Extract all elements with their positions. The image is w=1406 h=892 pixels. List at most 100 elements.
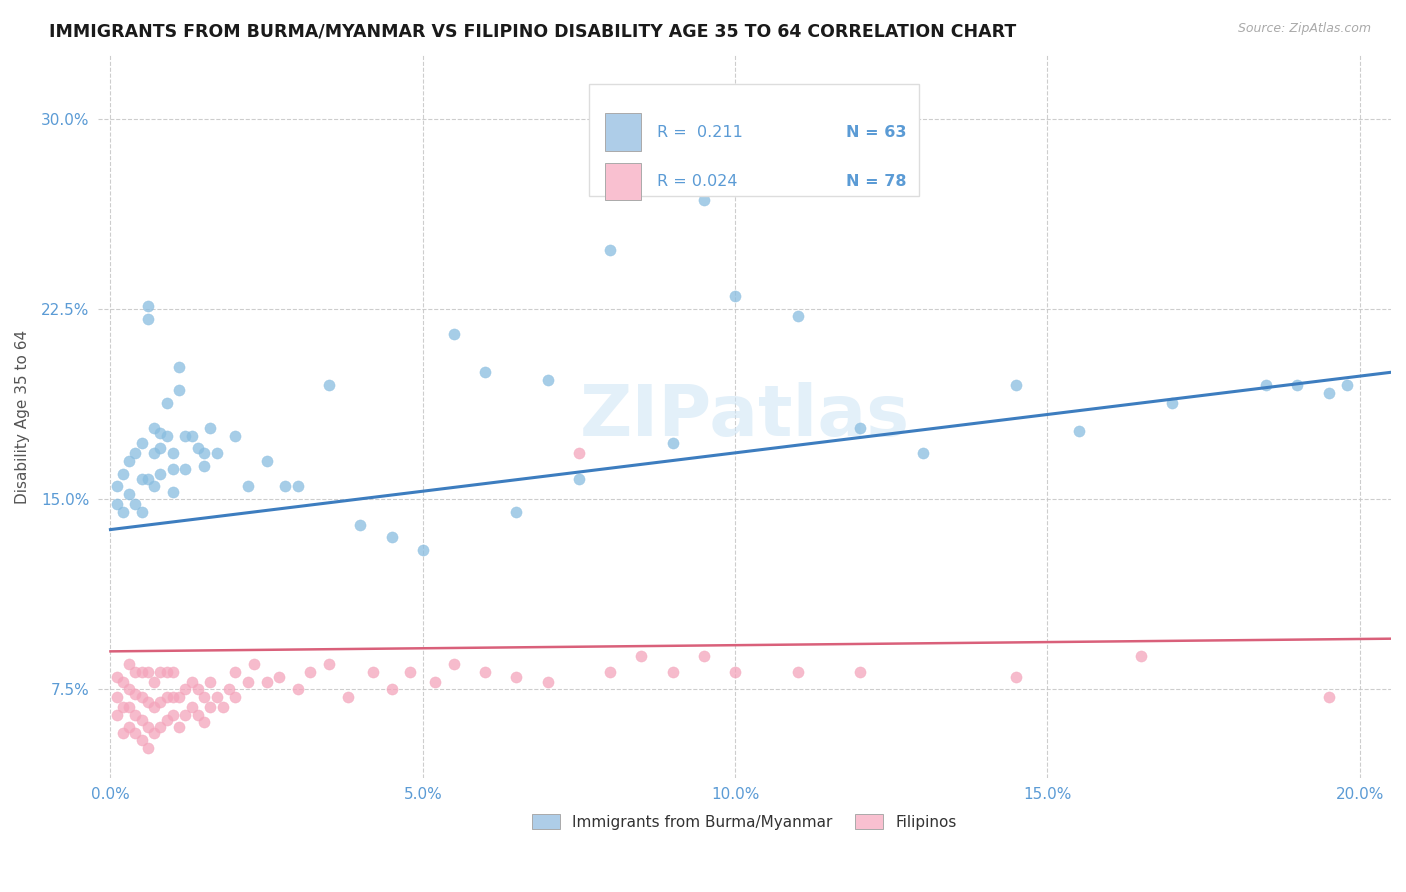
Point: [505, 670, 527, 684]
Point: [599, 665, 621, 679]
Point: [156, 428, 179, 442]
Point: [156, 665, 179, 679]
Point: [136, 472, 159, 486]
Point: [224, 690, 246, 704]
Point: [200, 674, 222, 689]
Point: [136, 695, 159, 709]
Point: [162, 665, 184, 679]
Point: [1317, 385, 1340, 400]
Point: [124, 707, 146, 722]
Point: [443, 327, 465, 342]
Point: [124, 497, 146, 511]
Point: [224, 428, 246, 442]
Point: [111, 467, 134, 481]
Point: [149, 665, 172, 679]
Point: [167, 721, 190, 735]
Point: [143, 674, 166, 689]
Point: [124, 446, 146, 460]
Point: [399, 665, 422, 679]
Point: [724, 289, 747, 303]
Point: [412, 542, 434, 557]
Point: [187, 442, 209, 456]
Point: [162, 461, 184, 475]
Point: [162, 690, 184, 704]
Point: [425, 674, 447, 689]
Point: [693, 649, 716, 664]
Point: [205, 446, 228, 460]
Point: [287, 682, 309, 697]
Point: [693, 193, 716, 207]
Point: [193, 446, 215, 460]
Point: [318, 657, 340, 671]
Point: [143, 725, 166, 739]
Point: [105, 479, 128, 493]
Point: [1130, 649, 1153, 664]
Text: ZIPatlas: ZIPatlas: [579, 382, 910, 451]
Y-axis label: Disability Age 35 to 64: Disability Age 35 to 64: [15, 330, 30, 504]
Point: [193, 690, 215, 704]
Bar: [605, 113, 641, 151]
Point: [661, 665, 683, 679]
Point: [156, 690, 179, 704]
Point: [380, 530, 402, 544]
Bar: [605, 162, 641, 201]
Point: [180, 428, 202, 442]
Point: [200, 421, 222, 435]
Point: [1317, 690, 1340, 704]
Point: [131, 436, 153, 450]
Point: [187, 707, 209, 722]
Point: [136, 721, 159, 735]
Point: [131, 665, 153, 679]
Point: [174, 428, 197, 442]
Text: R =  0.211: R = 0.211: [657, 125, 742, 140]
Point: [167, 690, 190, 704]
Point: [1336, 378, 1358, 392]
Point: [1067, 424, 1090, 438]
Point: [149, 721, 172, 735]
Point: [256, 674, 278, 689]
Point: [193, 459, 215, 474]
Point: [111, 700, 134, 714]
Point: [156, 395, 179, 409]
Point: [1005, 378, 1028, 392]
Point: [212, 700, 235, 714]
Point: [187, 682, 209, 697]
Point: [118, 721, 141, 735]
Point: [174, 461, 197, 475]
Point: [287, 479, 309, 493]
Point: [911, 446, 934, 460]
Point: [724, 665, 747, 679]
Point: [131, 505, 153, 519]
Point: [299, 665, 322, 679]
Point: [143, 446, 166, 460]
Point: [149, 442, 172, 456]
Point: [111, 725, 134, 739]
Point: [131, 733, 153, 747]
Point: [180, 700, 202, 714]
Point: [1005, 670, 1028, 684]
Point: [474, 665, 496, 679]
Point: [786, 310, 808, 324]
Point: [105, 670, 128, 684]
Text: N = 78: N = 78: [845, 174, 905, 189]
Point: [136, 665, 159, 679]
Point: [118, 700, 141, 714]
Point: [380, 682, 402, 697]
Text: R = 0.024: R = 0.024: [657, 174, 737, 189]
Point: [361, 665, 384, 679]
Point: [111, 505, 134, 519]
Point: [630, 649, 652, 664]
Point: [118, 682, 141, 697]
Point: [349, 517, 371, 532]
Point: [136, 740, 159, 755]
Point: [243, 657, 266, 671]
FancyBboxPatch shape: [589, 84, 920, 196]
Point: [124, 665, 146, 679]
Point: [118, 487, 141, 501]
Point: [118, 454, 141, 468]
Point: [143, 421, 166, 435]
Point: [849, 421, 872, 435]
Legend: Immigrants from Burma/Myanmar, Filipinos: Immigrants from Burma/Myanmar, Filipinos: [526, 807, 963, 836]
Point: [111, 674, 134, 689]
Point: [149, 426, 172, 441]
